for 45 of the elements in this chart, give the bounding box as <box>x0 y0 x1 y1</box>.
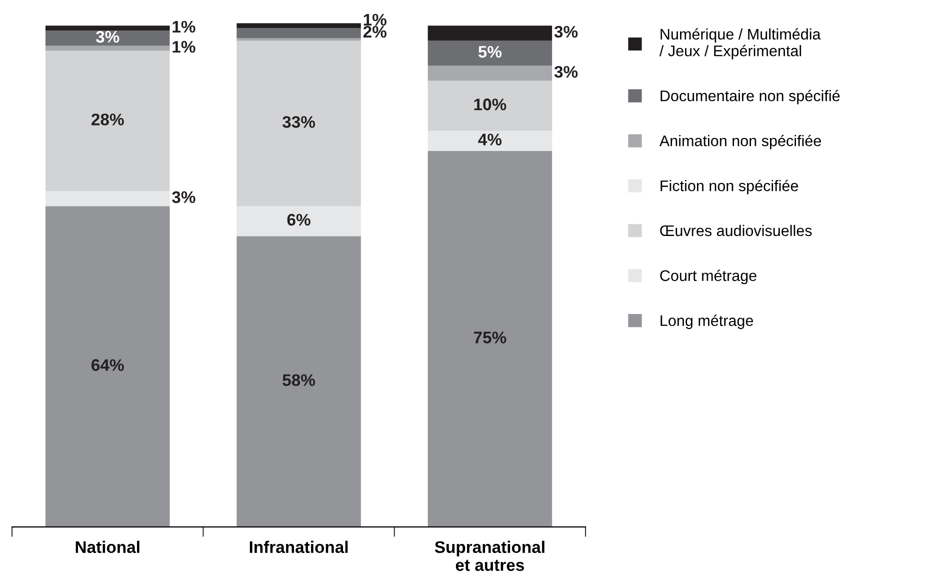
data-label: 3% <box>554 26 578 38</box>
bar <box>236 23 361 28</box>
legend-label: Court métrage <box>660 270 756 284</box>
bar <box>428 80 552 131</box>
bar <box>428 26 552 41</box>
bar <box>236 28 361 38</box>
legend-label: Numérique / Multimédia / Jeux / Expérimental <box>659 28 821 60</box>
data-label: 3% <box>172 191 196 204</box>
legend-label: Documentaire non spécifié <box>660 90 840 104</box>
x-tick-label: National <box>76 540 140 554</box>
bar <box>45 191 170 206</box>
data-label: 5% <box>478 46 502 58</box>
data-label: 1% <box>172 40 196 53</box>
bar <box>45 46 170 51</box>
legend-label: Long métrage <box>660 314 754 330</box>
data-label: 4% <box>478 134 502 146</box>
x-tick-label: Infranational <box>250 540 348 554</box>
bar <box>45 30 170 46</box>
bar <box>428 40 552 66</box>
bar <box>428 150 552 527</box>
data-label: 10% <box>474 98 506 110</box>
bar <box>45 206 170 527</box>
bar <box>236 236 361 527</box>
bar <box>45 26 170 31</box>
data-label: 64% <box>92 359 124 371</box>
data-label: 3% <box>554 66 578 78</box>
data-label: 33% <box>282 116 316 128</box>
legend-label: Fiction non spécifiée <box>660 180 798 194</box>
legend-label: Œuvres audiovisuelles <box>660 224 812 236</box>
data-label: 1% <box>364 14 386 26</box>
data-label: 2% <box>363 26 386 38</box>
data-label: 1% <box>172 20 196 33</box>
x-tick-label: Supranational et autres <box>434 540 544 571</box>
data-label: 28% <box>92 114 124 126</box>
bar <box>45 50 170 192</box>
legend-label: Animation non spécifiée <box>659 134 821 150</box>
bar <box>236 38 361 41</box>
bar <box>428 130 552 151</box>
data-label: 58% <box>282 374 316 386</box>
bar <box>236 206 361 236</box>
bar <box>236 40 361 206</box>
data-label: 75% <box>474 332 506 344</box>
data-label: 3% <box>96 30 120 43</box>
data-label: 6% <box>287 214 310 226</box>
bar <box>428 66 552 81</box>
